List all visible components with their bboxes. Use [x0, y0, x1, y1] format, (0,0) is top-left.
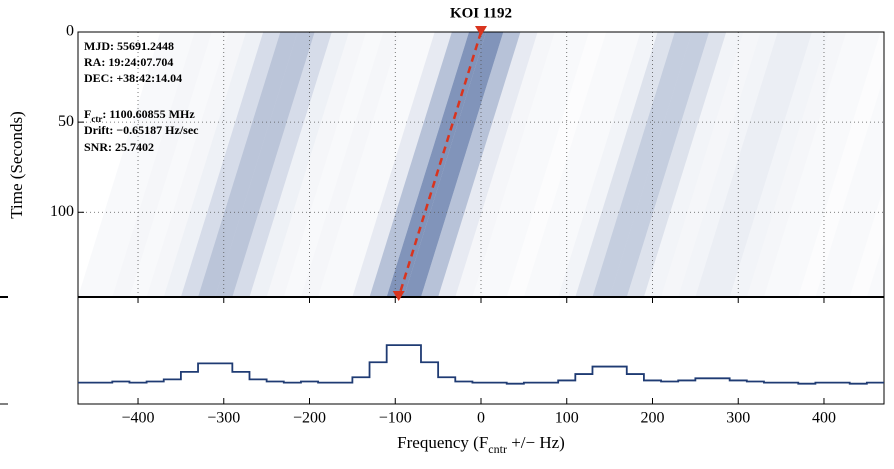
chart-title: KOI 1192	[450, 5, 512, 21]
spectrum-line	[78, 344, 884, 385]
x-tick-label: −400	[122, 410, 155, 427]
annotation-text: SNR: 25.7402	[84, 140, 154, 154]
waterfall-band	[386, 32, 487, 297]
waterfall-band	[266, 32, 367, 297]
x-tick-label: −300	[207, 410, 240, 427]
waterfall-band	[592, 32, 692, 297]
annotation-sub: ctr	[91, 114, 102, 124]
waterfall-band	[232, 32, 332, 297]
x-label-tail: +/− Hz)	[507, 433, 565, 452]
waterfall-band	[300, 32, 401, 297]
annotation: Fctr: 1100.60855 MHz	[84, 107, 195, 124]
waterfall-band	[746, 32, 847, 297]
waterfall-band	[215, 32, 315, 297]
y-tick-label: 0	[66, 23, 74, 40]
annotation-text: Drift: −0.65187 Hz/sec	[84, 123, 199, 137]
x-label-main: Frequency (F	[397, 433, 488, 452]
waterfall-band	[112, 32, 212, 297]
x-tick-label: 400	[812, 410, 836, 427]
waterfall-band	[729, 32, 830, 297]
annotation: RA: 19:24:07.704	[84, 55, 173, 69]
x-tick-label: 100	[555, 410, 579, 427]
waterfall-band	[609, 32, 710, 297]
waterfall-band	[352, 32, 452, 297]
x-tick-label: 200	[640, 410, 664, 427]
waterfall-band	[438, 32, 538, 297]
x-tick-label: 0	[477, 410, 485, 427]
waterfall-band	[163, 32, 264, 297]
annotation: MJD: 55691.2448	[84, 39, 174, 53]
waterfall-band	[643, 32, 744, 297]
annotation: SNR: 25.7402	[84, 140, 154, 154]
annotation: Drift: −0.65187 Hz/sec	[84, 123, 199, 137]
drift-marker	[392, 291, 405, 301]
drift-line	[397, 31, 483, 298]
waterfall-band	[198, 32, 298, 297]
waterfall-band	[249, 32, 349, 297]
x-tick-label: −200	[293, 410, 326, 427]
waterfall-band	[575, 32, 675, 297]
y-axis-label: Time (Seconds)	[7, 111, 26, 219]
annotation-tail: : 1100.60855 MHz	[102, 107, 195, 121]
waterfall-band	[626, 32, 727, 297]
x-label-sub: cntr	[488, 442, 507, 456]
x-axis-label: Frequency (Fcntr +/− Hz)	[397, 433, 565, 456]
waterfall-band	[558, 32, 658, 297]
annotation-text: MJD: 55691.2448	[84, 39, 174, 53]
y-tick-label: 50	[58, 113, 74, 130]
annotation: DEC: +38:42:14.04	[84, 71, 182, 85]
waterfall-band	[146, 32, 247, 297]
waterfall-band	[180, 32, 281, 297]
y-tick-label: 100	[50, 203, 74, 220]
waterfall-band	[678, 32, 778, 297]
annotation-text: F	[84, 107, 91, 121]
waterfall-band	[695, 32, 795, 297]
bottom-panel-frame	[77, 296, 885, 405]
waterfall-band	[712, 32, 812, 297]
waterfall-band	[661, 32, 761, 297]
annotation-text: DEC: +38:42:14.04	[84, 71, 182, 85]
waterfall-band	[369, 32, 469, 297]
waterfall-band	[455, 32, 555, 297]
annotation-text: RA: 19:24:07.704	[84, 55, 173, 69]
waterfall-band	[403, 32, 504, 297]
x-tick-label: −100	[379, 410, 412, 427]
drift-marker	[475, 26, 487, 36]
waterfall-band	[420, 32, 521, 297]
x-tick-label: 300	[726, 410, 750, 427]
